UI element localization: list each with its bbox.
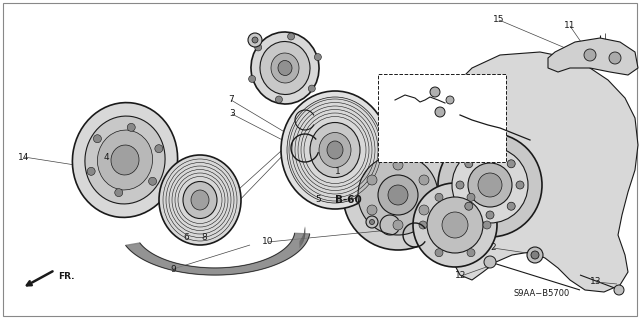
Circle shape [584,49,596,61]
Ellipse shape [287,97,383,203]
Circle shape [435,249,443,257]
Circle shape [388,185,408,205]
Ellipse shape [271,53,299,83]
Circle shape [446,96,454,104]
Circle shape [252,37,258,43]
Ellipse shape [85,116,165,204]
Circle shape [87,167,95,175]
Circle shape [465,160,473,168]
Circle shape [248,33,262,47]
Circle shape [442,212,468,238]
Ellipse shape [159,155,241,245]
Text: FR.: FR. [58,272,74,281]
Circle shape [483,221,491,229]
Text: 10: 10 [262,238,274,247]
Text: 13: 13 [590,278,602,286]
Ellipse shape [191,190,209,210]
Circle shape [358,155,438,235]
Circle shape [367,175,377,185]
Circle shape [366,216,378,228]
Text: 3: 3 [229,109,235,118]
Ellipse shape [327,141,343,159]
Ellipse shape [72,103,178,218]
Circle shape [516,181,524,189]
Polygon shape [125,233,310,275]
Circle shape [430,87,440,97]
Circle shape [478,173,502,197]
Text: 11: 11 [564,21,576,31]
Text: 5: 5 [315,196,321,204]
Text: 9: 9 [170,264,176,273]
Circle shape [148,177,157,185]
Circle shape [248,76,255,82]
Text: 15: 15 [493,16,505,25]
Circle shape [343,140,453,250]
Circle shape [465,202,473,210]
Circle shape [393,220,403,230]
Circle shape [508,160,515,168]
Ellipse shape [278,61,292,76]
Circle shape [486,211,494,219]
Polygon shape [450,52,638,292]
Circle shape [486,151,494,159]
Circle shape [508,202,515,210]
Circle shape [413,183,497,267]
Polygon shape [548,38,638,75]
Circle shape [127,123,135,131]
Text: 14: 14 [19,152,29,161]
Ellipse shape [319,132,351,167]
Ellipse shape [310,122,360,177]
Circle shape [287,33,294,40]
Ellipse shape [111,145,139,175]
Circle shape [275,96,282,103]
Circle shape [435,107,445,117]
Text: 4: 4 [103,153,109,162]
Circle shape [419,175,429,185]
Text: B-60: B-60 [335,195,362,205]
Circle shape [419,221,427,229]
Ellipse shape [260,41,310,94]
FancyBboxPatch shape [378,74,506,162]
Ellipse shape [281,91,389,209]
Circle shape [367,205,377,215]
Text: 6: 6 [183,233,189,241]
Circle shape [435,193,443,201]
Circle shape [419,205,429,215]
Circle shape [468,163,512,207]
Circle shape [115,189,123,197]
Circle shape [484,256,496,268]
Circle shape [255,44,262,51]
Circle shape [609,52,621,64]
Text: 1: 1 [335,167,341,176]
Circle shape [452,147,528,223]
Circle shape [456,181,464,189]
Text: 2: 2 [490,243,496,253]
Circle shape [393,160,403,170]
Ellipse shape [251,32,319,104]
Text: S9AA−B5700: S9AA−B5700 [514,290,570,299]
Circle shape [467,193,475,201]
Circle shape [527,247,543,263]
Text: 8: 8 [201,233,207,241]
Text: 7: 7 [228,95,234,105]
Ellipse shape [97,130,152,190]
Circle shape [427,197,483,253]
Circle shape [93,135,101,143]
Circle shape [614,285,624,295]
Circle shape [378,175,418,215]
Circle shape [369,219,374,225]
Circle shape [314,54,321,61]
Circle shape [531,251,539,259]
Ellipse shape [183,182,217,219]
Circle shape [155,145,163,153]
Circle shape [467,249,475,257]
Text: 12: 12 [455,271,467,280]
Circle shape [438,133,542,237]
Circle shape [308,85,316,92]
